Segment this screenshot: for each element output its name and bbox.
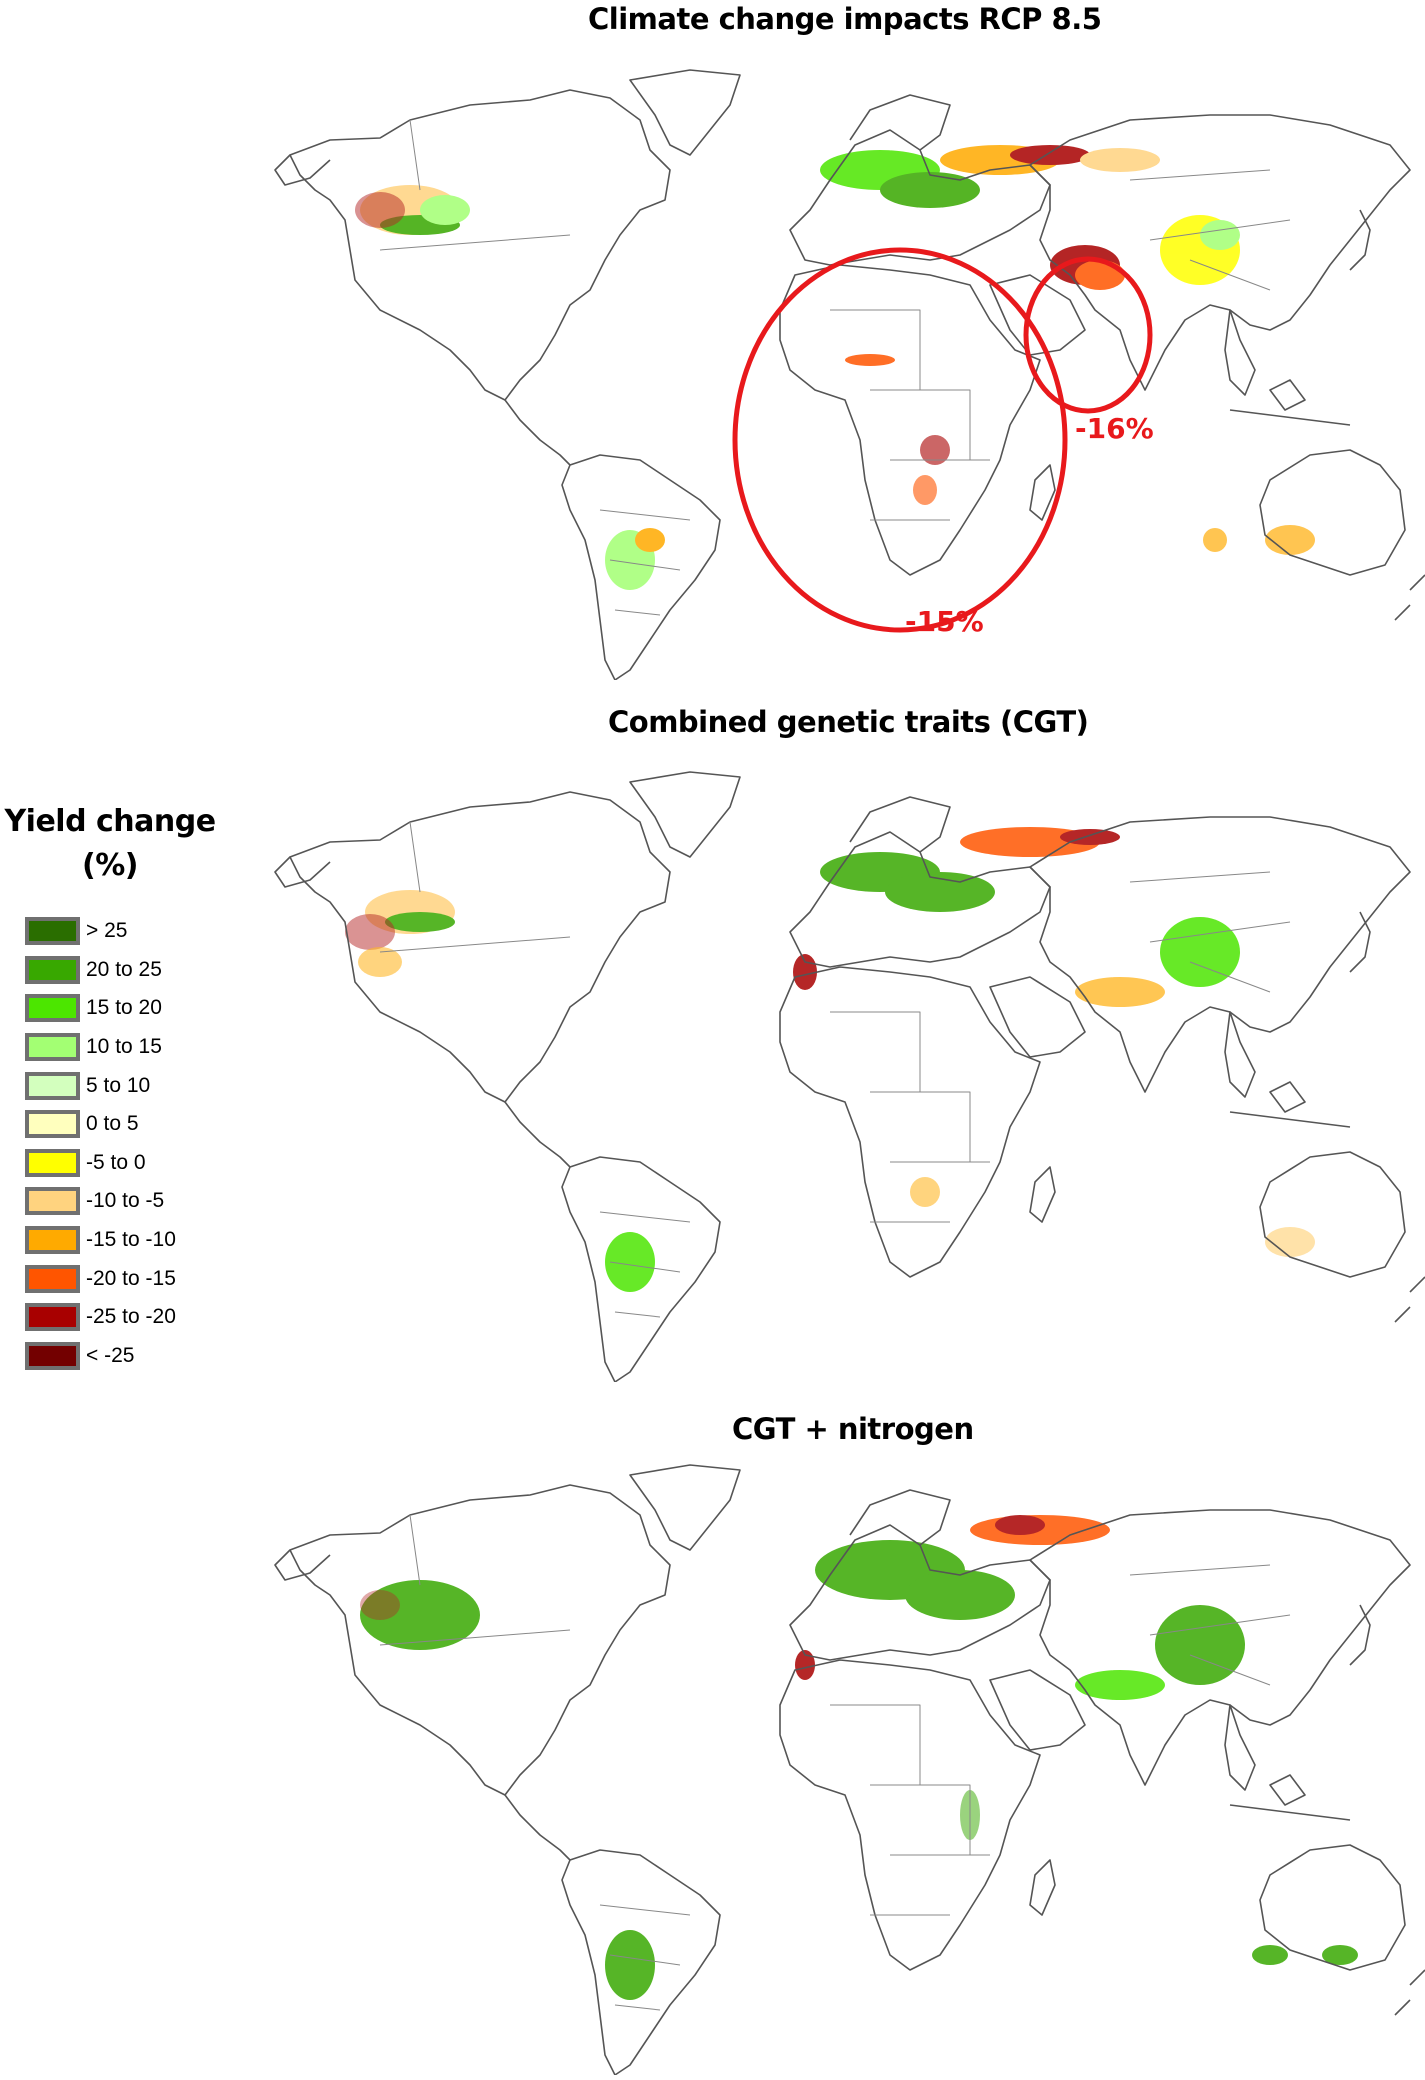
world-map-cgt-nitrogen xyxy=(274,1464,1425,2075)
map-cgt-nitrogen xyxy=(270,1455,1425,2075)
legend-swatch xyxy=(25,1110,80,1139)
legend-item: > 25 xyxy=(25,912,220,951)
legend-swatch xyxy=(25,994,80,1023)
south-asia-annotation: -16% xyxy=(1075,412,1154,445)
legend-swatch xyxy=(25,1033,80,1062)
legend-swatch xyxy=(25,1264,80,1293)
south-asia-highlight-circle xyxy=(1023,256,1153,414)
legend: Yield change (%) > 25 20 to 25 15 to 20 10 … xyxy=(0,800,220,1375)
yield-patches xyxy=(345,827,1315,1292)
legend-title-line1: Yield change xyxy=(4,804,216,839)
panel-title-cgt-nitrogen: CGT + nitrogen xyxy=(732,1412,974,1446)
legend-swatch xyxy=(25,955,80,984)
legend-item: -20 to -15 xyxy=(25,1259,220,1298)
legend-swatch xyxy=(25,1071,80,1100)
world-map-cgt xyxy=(274,771,1425,1382)
legend-label: -20 to -15 xyxy=(86,1266,176,1290)
legend-swatch xyxy=(25,1226,80,1255)
legend-swatch xyxy=(25,1341,80,1370)
legend-item: 5 to 10 xyxy=(25,1066,220,1105)
legend-label: 5 to 10 xyxy=(86,1073,151,1097)
legend-item: < -25 xyxy=(25,1337,220,1376)
africa-annotation: -15% xyxy=(905,605,984,638)
legend-label: -5 to 0 xyxy=(86,1150,146,1174)
legend-label: -15 to -10 xyxy=(86,1228,176,1252)
legend-label: -10 to -5 xyxy=(86,1189,165,1213)
panel-title-cgt: Combined genetic traits (CGT) xyxy=(608,705,1089,739)
yield-patches xyxy=(360,1515,1358,2000)
legend-item: 20 to 25 xyxy=(25,951,220,990)
legend-item: -5 to 0 xyxy=(25,1144,220,1183)
legend-swatch xyxy=(25,917,80,946)
legend-title-line2: (%) xyxy=(82,848,138,883)
legend-item: 10 to 15 xyxy=(25,1028,220,1067)
africa-highlight-circle xyxy=(732,247,1068,633)
legend-swatch xyxy=(25,1187,80,1216)
legend-swatch xyxy=(25,1148,80,1177)
legend-item: -25 to -20 xyxy=(25,1298,220,1337)
legend-list: > 25 20 to 25 15 to 20 10 to 15 5 to 10 0 to … xyxy=(0,912,220,1375)
legend-label: 10 to 15 xyxy=(86,1035,162,1059)
map-rcp85 xyxy=(270,60,1425,680)
legend-label: > 25 xyxy=(86,919,128,943)
legend-label: 15 to 20 xyxy=(86,996,162,1020)
map-cgt xyxy=(270,762,1425,1382)
panel-title-rcp85: Climate change impacts RCP 8.5 xyxy=(588,2,1102,36)
legend-item: -10 to -5 xyxy=(25,1182,220,1221)
legend-label: < -25 xyxy=(86,1343,135,1367)
legend-item: 0 to 5 xyxy=(25,1105,220,1144)
legend-label: -25 to -20 xyxy=(86,1305,176,1329)
legend-swatch xyxy=(25,1303,80,1332)
legend-item: 15 to 20 xyxy=(25,989,220,1028)
legend-label: 0 to 5 xyxy=(86,1112,139,1136)
legend-label: 20 to 25 xyxy=(86,957,162,981)
world-map-rcp85 xyxy=(274,69,1425,680)
yield-patches xyxy=(355,145,1315,590)
legend-item: -15 to -10 xyxy=(25,1221,220,1260)
